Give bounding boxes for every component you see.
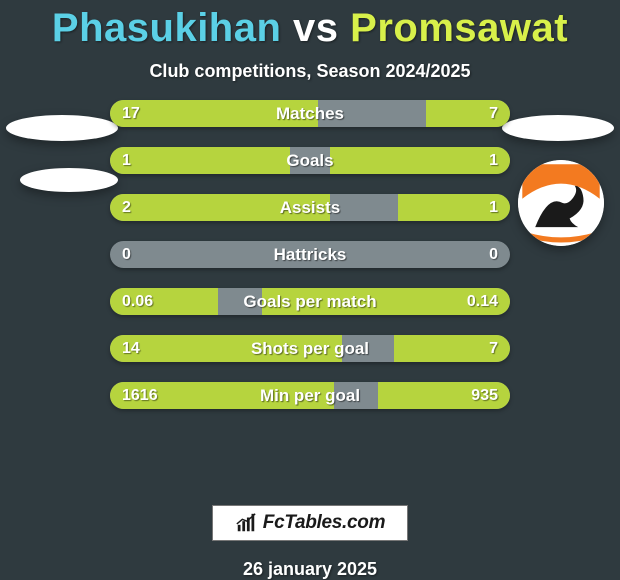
- stat-value-left: 1: [110, 147, 143, 174]
- stat-value-right: 7: [477, 335, 510, 362]
- stat-row: 11Goals: [110, 147, 510, 174]
- stats-arena: 177Matches11Goals21Assists00Hattricks0.0…: [0, 100, 620, 497]
- chiangrai-logo-icon: [518, 160, 604, 246]
- stat-seg-left: [110, 194, 330, 221]
- stat-row: 0 0Hattricks: [110, 241, 510, 268]
- page-title: Phasukihan vs Promsawat: [52, 6, 568, 51]
- brand-chart-icon: [235, 512, 257, 534]
- stat-label: Hattricks: [110, 241, 510, 268]
- stat-row: 177Matches: [110, 100, 510, 127]
- stat-value-right: 1: [477, 147, 510, 174]
- stat-value-left: 2: [110, 194, 143, 221]
- right-badge-1: [502, 115, 614, 141]
- stat-value-right: 1: [477, 194, 510, 221]
- stat-row: 21Assists: [110, 194, 510, 221]
- stat-value-right: 935: [459, 382, 510, 409]
- stat-value-left: 14: [110, 335, 152, 362]
- title-left: Phasukihan: [52, 6, 282, 50]
- brand-text: FcTables.com: [263, 512, 385, 534]
- date-text: 26 january 2025: [243, 559, 377, 580]
- brand-box: FcTables.com: [212, 505, 408, 541]
- title-right: Promsawat: [350, 6, 568, 50]
- stat-bars: 177Matches11Goals21Assists00Hattricks0.0…: [110, 100, 510, 409]
- left-badge-1: [6, 115, 118, 141]
- stat-row: 147Shots per goal: [110, 335, 510, 362]
- title-vs: vs: [293, 6, 339, 50]
- comparison-card: Phasukihan vs Promsawat Club competition…: [0, 0, 620, 580]
- right-team-logo: [518, 160, 604, 246]
- stat-value-left: 0.06: [110, 288, 165, 315]
- left-badge-2: [20, 168, 118, 192]
- stat-value-left: 17: [110, 100, 152, 127]
- subtitle: Club competitions, Season 2024/2025: [149, 61, 470, 82]
- stat-value-right: 0: [477, 241, 510, 268]
- stat-row: 0.060.14Goals per match: [110, 288, 510, 315]
- stat-value-left: 1616: [110, 382, 170, 409]
- stat-value-right: 7: [477, 100, 510, 127]
- stat-row: 1616935Min per goal: [110, 382, 510, 409]
- stat-value-right: 0.14: [455, 288, 510, 315]
- stat-value-left: 0: [110, 241, 143, 268]
